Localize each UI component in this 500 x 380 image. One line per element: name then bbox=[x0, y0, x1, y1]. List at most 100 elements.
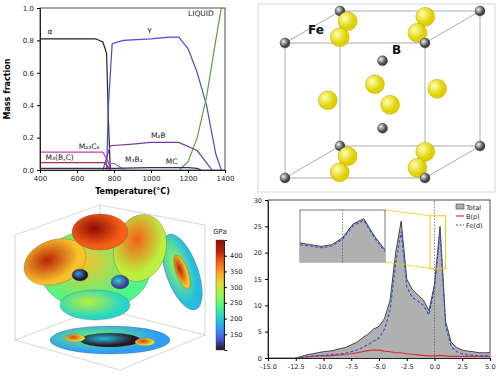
b-atom bbox=[378, 123, 388, 133]
crystal-structure: Fe B bbox=[258, 4, 495, 192]
modulus-surface: 150200250300350400GPa bbox=[15, 205, 242, 370]
tick-mark bbox=[188, 170, 189, 173]
tick-label: -12.5 bbox=[288, 363, 305, 371]
tick-label: 0.2 bbox=[23, 134, 34, 142]
tick-label: 250 bbox=[230, 299, 242, 307]
tick-label: 1.0 bbox=[23, 5, 34, 13]
phase-line bbox=[40, 39, 110, 170]
tick-label: -15.0 bbox=[260, 363, 277, 371]
cell-edge bbox=[285, 43, 286, 178]
zoom-connector bbox=[385, 262, 430, 268]
tick: 1400 bbox=[217, 170, 235, 183]
surface-lobe bbox=[50, 326, 170, 354]
tick: 0.6 bbox=[23, 70, 40, 78]
legend: TotalB(p)Fe(d) bbox=[456, 204, 483, 230]
tick-label: -10.0 bbox=[316, 363, 333, 371]
tick-label: 150 bbox=[230, 331, 242, 339]
fermi-line bbox=[434, 200, 435, 358]
surface-lobe bbox=[111, 275, 129, 289]
tick-mark bbox=[324, 358, 325, 361]
tick-label: -5.0 bbox=[373, 363, 386, 371]
legend-label: B(p) bbox=[466, 213, 480, 221]
plot-frame bbox=[40, 8, 225, 170]
tick-label: 25 bbox=[254, 223, 262, 231]
tick-label: 10 bbox=[254, 302, 262, 310]
tick-label: 0.4 bbox=[23, 102, 35, 110]
surface-lobe bbox=[60, 290, 130, 320]
inset-chart bbox=[300, 210, 385, 262]
cell-edge bbox=[285, 43, 425, 44]
tick: 150 bbox=[224, 331, 242, 339]
tick: 15 bbox=[254, 276, 268, 284]
tick-label: 300 bbox=[230, 284, 242, 292]
inset-marks bbox=[300, 210, 385, 262]
colorbar bbox=[216, 240, 224, 350]
colorbar-title: GPa bbox=[213, 228, 227, 236]
axis-line bbox=[225, 241, 228, 351]
surface-lobe bbox=[135, 338, 155, 346]
surface-lobe bbox=[72, 269, 88, 281]
tick-mark bbox=[435, 358, 436, 361]
series-label: M₂B bbox=[151, 131, 166, 140]
tick-mark bbox=[37, 40, 40, 41]
tick: 400 bbox=[224, 252, 242, 260]
surface-lobe bbox=[80, 333, 140, 347]
fe-atom bbox=[428, 79, 447, 98]
tick-mark bbox=[265, 200, 268, 201]
atom-label: B bbox=[392, 43, 401, 57]
tick: -2.5 bbox=[401, 358, 414, 371]
tick-mark bbox=[225, 170, 226, 173]
tick-mark bbox=[224, 271, 227, 272]
b-atom bbox=[280, 38, 290, 48]
tick: 800 bbox=[108, 170, 121, 183]
tick-mark bbox=[379, 358, 380, 361]
tick: 5 bbox=[258, 328, 268, 336]
tick: 5.0 bbox=[485, 358, 495, 371]
b-atom bbox=[378, 56, 388, 66]
tick-label: 0.8 bbox=[23, 37, 34, 45]
tick-mark bbox=[37, 73, 40, 74]
fe-atom bbox=[365, 75, 384, 94]
series-label: M₃(B,C) bbox=[46, 153, 74, 162]
fermi-line bbox=[342, 210, 343, 262]
dos-line bbox=[296, 350, 490, 358]
b-atom bbox=[420, 38, 430, 48]
tick-mark bbox=[265, 226, 268, 227]
tick-label: 1200 bbox=[180, 175, 198, 183]
tick: 30 bbox=[254, 197, 268, 205]
inset-frame bbox=[300, 210, 385, 262]
legend-swatch bbox=[456, 215, 464, 216]
fe-atom bbox=[381, 95, 400, 114]
tick: 200 bbox=[224, 315, 242, 323]
series-label: M₃B₂ bbox=[125, 155, 143, 164]
tick-label: 1000 bbox=[143, 175, 161, 183]
tick-mark bbox=[37, 8, 40, 9]
atom-label: Fe bbox=[308, 23, 324, 37]
tick-mark bbox=[462, 358, 463, 361]
plot-marks bbox=[40, 8, 225, 170]
tick: 1200 bbox=[180, 170, 198, 183]
tick-mark bbox=[224, 287, 227, 288]
tick: -10.0 bbox=[316, 358, 333, 371]
tick-label: 1400 bbox=[217, 175, 235, 183]
x-axis-title: Temperature(°C) bbox=[95, 187, 170, 196]
tick-mark bbox=[224, 319, 227, 320]
series-label: α bbox=[47, 27, 52, 36]
tick: 10 bbox=[254, 302, 268, 310]
phase-chart: 4006008001000120014000.00.20.40.60.81.0α… bbox=[3, 5, 234, 196]
phase-line bbox=[40, 168, 201, 170]
tick-mark bbox=[37, 138, 40, 139]
tick-label: -7.5 bbox=[345, 363, 358, 371]
axis-line bbox=[41, 171, 226, 174]
x-axis: -15.0-12.5-10.0-7.5-5.0-2.50.02.55.0 bbox=[260, 358, 496, 371]
axis-line bbox=[37, 9, 41, 171]
b-atom bbox=[280, 173, 290, 183]
tick-label: 600 bbox=[71, 175, 84, 183]
tick: -5.0 bbox=[373, 358, 386, 371]
tick-mark bbox=[265, 358, 268, 359]
tick: 0.4 bbox=[23, 102, 40, 110]
phase-line bbox=[107, 37, 222, 170]
b-atom bbox=[475, 141, 485, 151]
series-label: LIQUID bbox=[188, 9, 214, 18]
tick: 1.0 bbox=[23, 5, 40, 13]
